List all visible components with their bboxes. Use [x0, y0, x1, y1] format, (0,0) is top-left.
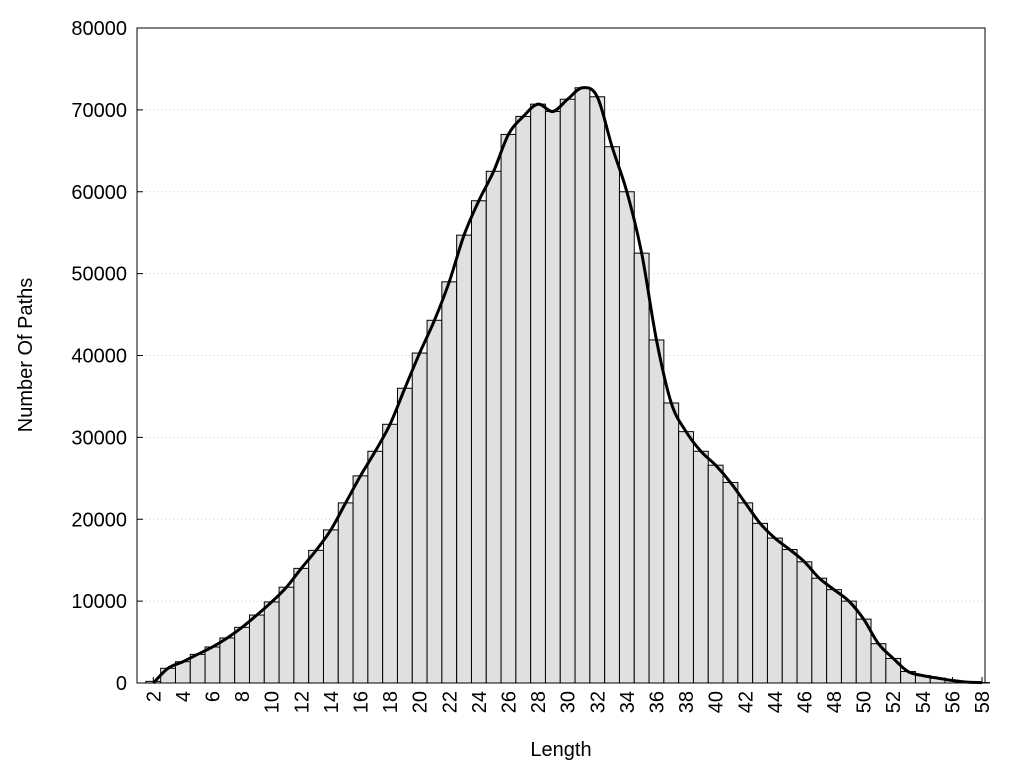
x-tick-label: 28 — [528, 691, 550, 713]
bar — [589, 96, 606, 684]
bar — [766, 537, 783, 684]
bar — [441, 281, 458, 684]
y-tick-label: 70000 — [71, 100, 127, 122]
x-tick-label: 48 — [824, 691, 846, 713]
x-tick-label: 14 — [321, 691, 343, 713]
bar — [470, 200, 487, 684]
bar — [234, 626, 250, 684]
bar — [382, 423, 398, 684]
y-tick-label: 80000 — [71, 18, 127, 40]
x-tick-label: 58 — [972, 691, 994, 713]
bar — [811, 577, 828, 684]
bar — [160, 667, 176, 684]
x-tick-label: 10 — [262, 691, 284, 713]
x-tick-label: 16 — [350, 691, 372, 713]
x-tick-label: 44 — [765, 691, 787, 713]
x-tick-label: 2 — [143, 691, 165, 702]
bar — [663, 402, 680, 684]
bar — [515, 115, 532, 684]
y-tick-label: 60000 — [71, 182, 127, 204]
y-axis-label: Number Of Paths — [15, 278, 37, 433]
bar — [633, 252, 650, 684]
x-tick-label: 22 — [439, 691, 461, 713]
bar — [367, 450, 384, 684]
bar — [618, 191, 635, 684]
bar — [337, 502, 354, 684]
x-tick-label: 38 — [676, 691, 698, 713]
x-tick-label: 24 — [469, 691, 491, 713]
bar — [322, 529, 339, 684]
line — [152, 86, 983, 685]
bar — [796, 561, 813, 684]
bar — [737, 502, 754, 684]
bar — [722, 481, 739, 684]
bar — [219, 637, 236, 684]
y-tick-label: 20000 — [71, 509, 127, 531]
bar — [559, 98, 576, 684]
x-tick-label: 20 — [410, 691, 432, 713]
x-tick-label: 30 — [558, 691, 580, 713]
bar — [544, 111, 561, 684]
bar — [352, 475, 369, 684]
plot-frame — [136, 27, 986, 684]
bar — [411, 352, 428, 684]
bar — [485, 170, 502, 684]
x-tick-label: 8 — [232, 691, 254, 702]
bar — [204, 646, 221, 684]
x-tick-label: 52 — [883, 691, 905, 713]
x-tick-label: 56 — [942, 691, 964, 713]
x-tick-label: 50 — [854, 691, 876, 713]
bar — [826, 589, 842, 684]
bar — [456, 234, 472, 684]
bar — [500, 133, 517, 684]
x-tick-label: 26 — [498, 691, 520, 713]
bar — [530, 103, 546, 684]
bar — [426, 319, 443, 684]
bar — [752, 522, 768, 684]
bar — [189, 653, 206, 684]
bar — [604, 146, 620, 684]
bar — [707, 464, 724, 684]
x-tick-label: 6 — [202, 691, 224, 702]
y-tick-label: 50000 — [71, 264, 127, 286]
bar — [840, 600, 857, 684]
y-tick-label: 40000 — [71, 346, 127, 368]
bar — [678, 431, 694, 684]
x-tick-label: 36 — [646, 691, 668, 713]
x-tick-label: 40 — [706, 691, 728, 713]
bar — [248, 614, 265, 684]
x-tick-label: 54 — [913, 691, 935, 713]
bar — [648, 339, 665, 684]
bar — [396, 387, 413, 684]
bar — [278, 586, 295, 684]
y-tick-label: 30000 — [71, 427, 127, 449]
x-tick-label: 12 — [291, 691, 313, 713]
bar — [263, 601, 280, 684]
x-tick-label: 46 — [794, 691, 816, 713]
x-axis-label: Length — [530, 739, 591, 761]
x-tick-label: 18 — [380, 691, 402, 713]
x-tick-label: 42 — [735, 691, 757, 713]
bar — [781, 549, 798, 684]
bar — [574, 87, 591, 684]
bar — [692, 450, 709, 684]
y-tick-label: 10000 — [71, 591, 127, 613]
x-tick-label: 32 — [587, 691, 609, 713]
y-tick-label: 0 — [116, 673, 127, 695]
x-tick-label: 4 — [173, 691, 195, 702]
x-tick-label: 34 — [617, 691, 639, 713]
bar — [293, 567, 310, 684]
bar — [308, 549, 324, 684]
